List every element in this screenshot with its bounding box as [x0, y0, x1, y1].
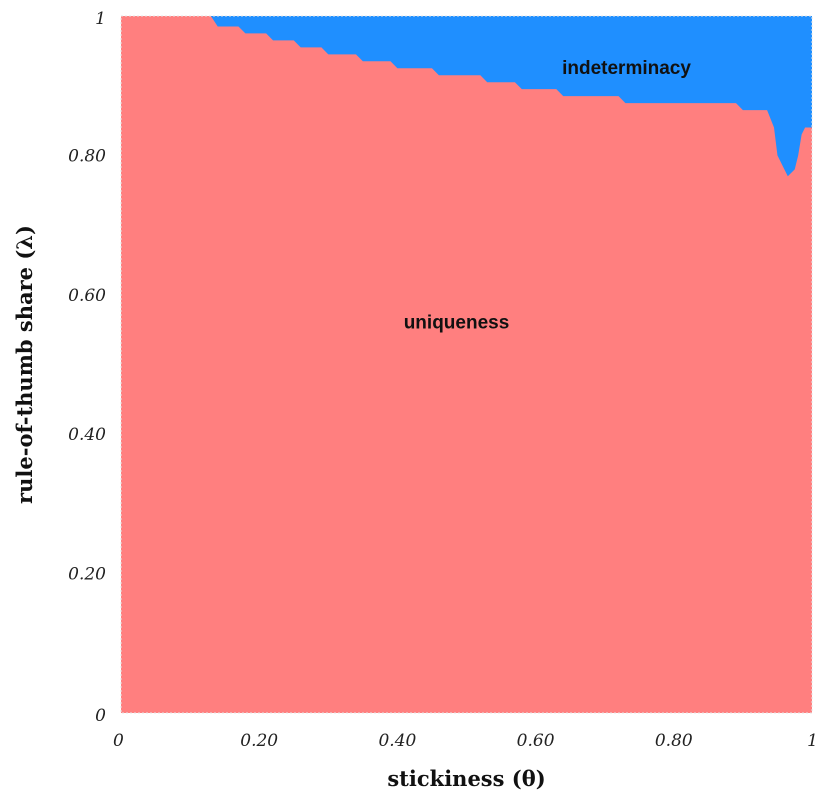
x-tick-labels: 0 0.20 0.40 0.60 0.80 1: [113, 731, 818, 751]
y-tick-label: 0.60: [68, 286, 106, 306]
uniqueness-region: [121, 16, 812, 713]
y-tick-label: 0.80: [68, 146, 106, 166]
region-label-uniqueness: uniqueness: [404, 313, 510, 334]
y-tick-labels: 0 0.20 0.40 0.60 0.80 1: [68, 9, 106, 726]
x-tick-label: 0: [113, 731, 124, 751]
x-tick-label: 0.20: [240, 731, 278, 751]
y-tick-label: 0.40: [68, 425, 106, 445]
x-tick-label: 0.40: [378, 731, 416, 751]
x-tick-label: 0.80: [655, 731, 693, 751]
y-tick-label: 0.20: [68, 565, 106, 585]
x-tick-label: 0.60: [517, 731, 555, 751]
y-tick-label: 1: [95, 9, 106, 29]
y-axis-label: rule-of-thumb share (λ): [12, 225, 37, 504]
x-tick-label: 1: [807, 731, 818, 751]
plot-frame: [120, 15, 813, 714]
y-tick-label: 0: [95, 706, 106, 726]
region-label-indeterminacy: indeterminacy: [562, 58, 691, 79]
indeterminacy-region: [121, 16, 812, 177]
x-axis-label: stickiness (θ): [387, 766, 545, 791]
